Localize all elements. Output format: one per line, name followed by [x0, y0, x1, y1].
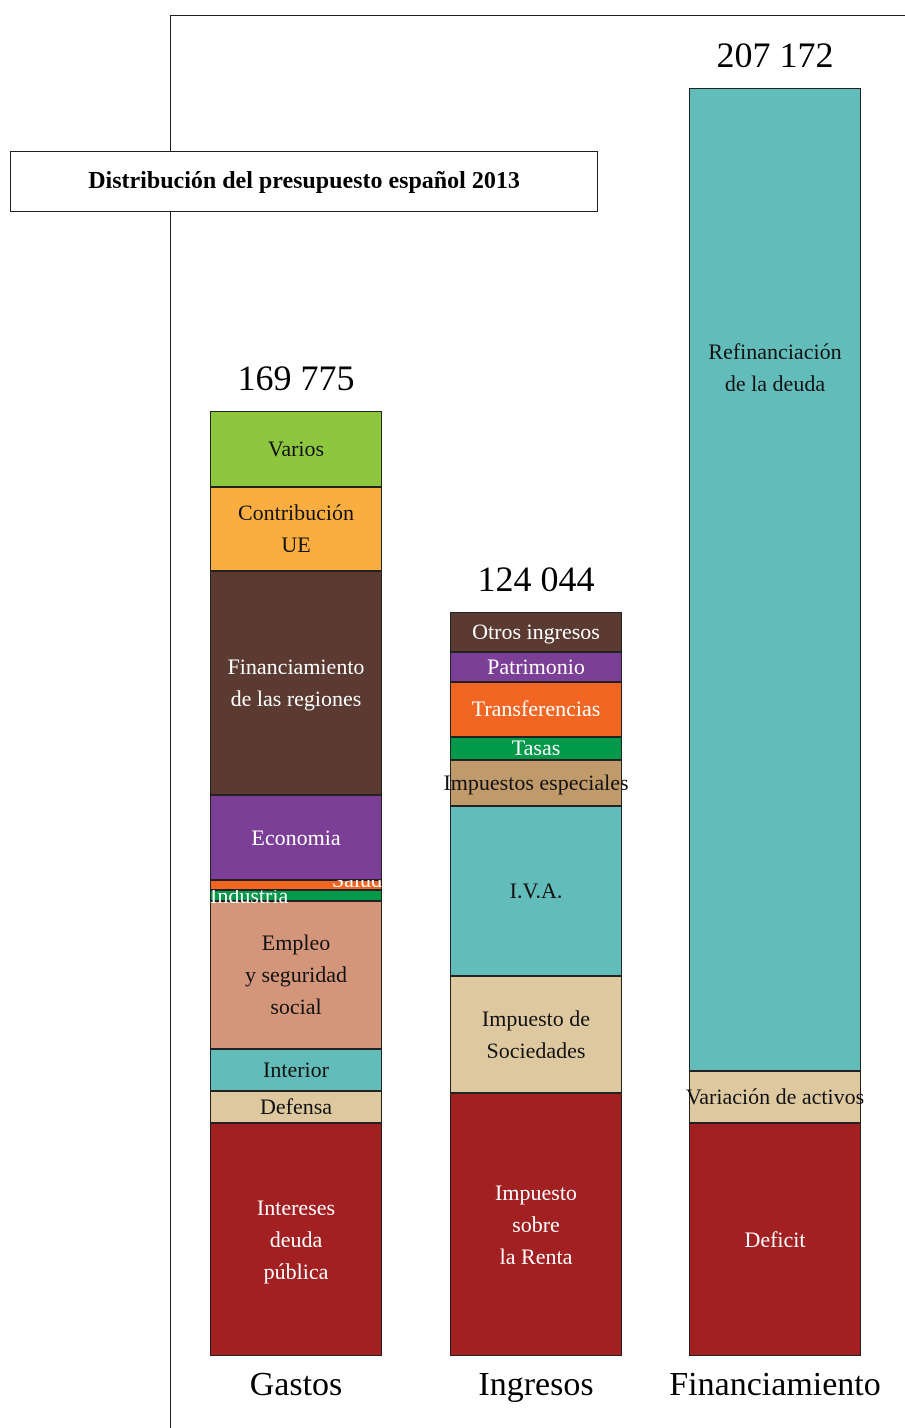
segment-label: Impuestos especiales	[443, 769, 629, 795]
segment-label: Varios	[267, 436, 325, 462]
segment-label: I.V.A.	[509, 878, 563, 903]
segment-label: Variación de activos	[685, 1084, 865, 1109]
bar-segment	[210, 1123, 382, 1356]
bar-segment	[450, 736, 622, 760]
segment-label: Refinanciación de la deuda	[708, 338, 842, 396]
bar-segment	[210, 571, 382, 796]
top-line	[170, 15, 905, 16]
bar-segment	[210, 890, 382, 902]
bar-segment	[210, 795, 382, 881]
segment-label: Empleo y seguridad social	[244, 930, 348, 1020]
bar-segment	[210, 901, 382, 1049]
segment-label: Deficit	[744, 1226, 806, 1252]
total-label: 207 172	[716, 34, 834, 75]
segment-label: Contribución UE	[237, 500, 355, 558]
bar-segment	[450, 805, 622, 976]
segment-label: Tasas	[511, 735, 561, 761]
axis-line	[170, 15, 171, 1428]
bar-segment	[210, 411, 382, 487]
bar-segment	[210, 1049, 382, 1091]
x-tick-label: Financiamiento	[669, 1366, 881, 1403]
bar-segment	[450, 681, 622, 737]
segment-label: Impuesto sobre la Renta	[495, 1179, 577, 1269]
chart-title: Distribución del presupuesto español 201…	[10, 151, 598, 212]
segment-label: Impuesto de Sociedades	[481, 1005, 591, 1063]
segment-label: Economia	[251, 824, 341, 850]
bar-segment	[210, 880, 382, 891]
x-tick-label: Ingresos	[478, 1366, 594, 1403]
segment-label: Defensa	[259, 1094, 333, 1119]
bar-segment	[450, 651, 622, 682]
bar-segment	[689, 87, 861, 1071]
bar-segment	[689, 1123, 861, 1356]
bar-segment	[450, 976, 622, 1093]
total-label: 169 775	[237, 358, 355, 398]
bar-segment	[450, 611, 622, 652]
segment-label: Patrimonio	[487, 653, 585, 679]
x-tick-label: Gastos	[249, 1366, 343, 1403]
segment-label: Financiamiento de las regiones	[227, 654, 365, 712]
bar-segment	[210, 1091, 382, 1123]
bar-segment	[210, 487, 382, 572]
segment-label: Intereses deuda pública	[256, 1194, 336, 1284]
segment-label: Interior	[263, 1057, 329, 1082]
total-label: 124 044	[477, 558, 595, 599]
bar-segment	[450, 1093, 622, 1356]
segment-label: Otros ingresos	[472, 618, 600, 644]
segment-label: Transferencias	[471, 696, 601, 722]
bar-segment	[450, 759, 622, 806]
bar-segment	[689, 1070, 861, 1123]
